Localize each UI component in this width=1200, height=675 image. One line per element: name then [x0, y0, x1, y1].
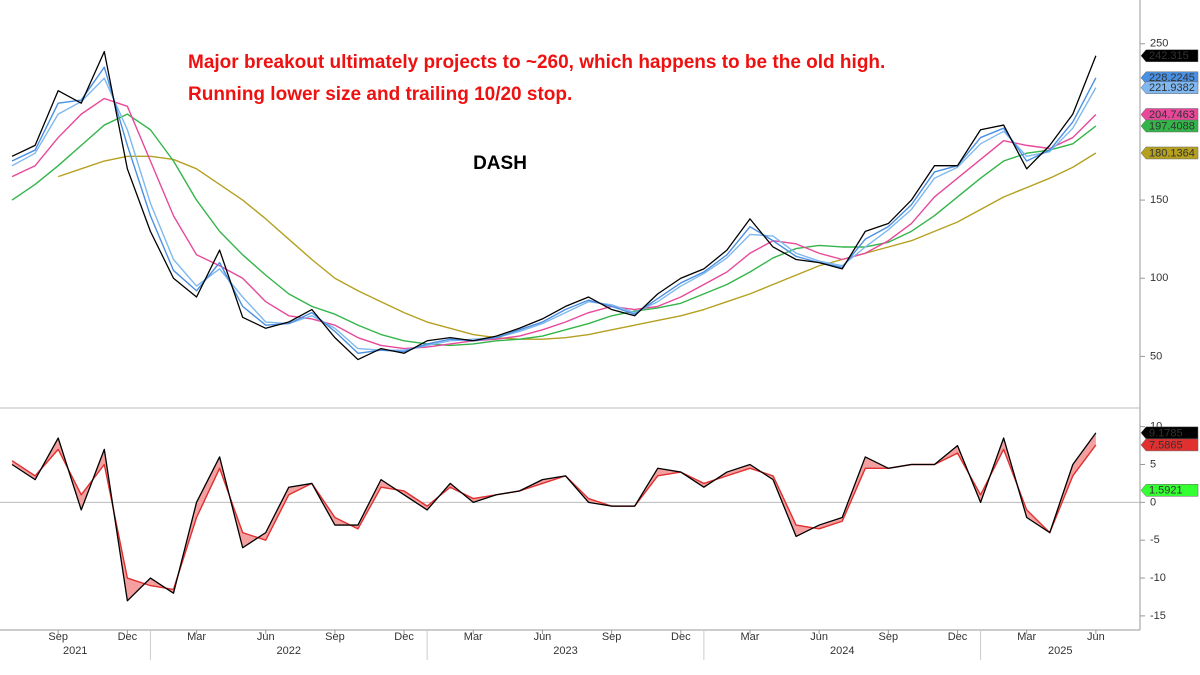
y-tick-label: 5 — [1150, 458, 1156, 470]
y-tick-label: 50 — [1150, 350, 1162, 362]
y-tick-label: 150 — [1150, 194, 1168, 206]
value-flag-label: 1.5921 — [1149, 485, 1183, 497]
x-tick-label: Sep — [48, 631, 68, 643]
x-tick-label: Mar — [464, 631, 483, 643]
y-tick-label: 250 — [1150, 38, 1168, 50]
value-flag — [1140, 49, 1199, 63]
plot-area — [0, 50, 1140, 602]
x-tick-label: Dec — [948, 631, 968, 643]
series-line — [11, 97, 1097, 350]
y-tick-label: 0 — [1150, 496, 1156, 508]
annotation: Running lower size and trailing 10/20 st… — [188, 84, 572, 105]
year-label: 2025 — [1048, 645, 1072, 657]
series-line — [57, 152, 1097, 340]
chart-title: DASH — [473, 153, 527, 174]
year-label: 2021 — [63, 645, 87, 657]
x-tick-label: Jun — [810, 631, 828, 643]
value-flag — [1140, 426, 1199, 440]
x-tick-label: Jun — [257, 631, 275, 643]
x-tick-label: Mar — [741, 631, 760, 643]
x-tick-label: Dec — [118, 631, 138, 643]
y-tick-label: 100 — [1150, 272, 1168, 284]
series-line — [11, 50, 1097, 361]
y-tick-label: -10 — [1150, 572, 1166, 584]
value-flag-label: 7.5865 — [1149, 439, 1183, 451]
value-flag-label: 242.315 — [1149, 50, 1189, 62]
spread-fill — [12, 432, 1096, 601]
series-line — [11, 77, 1097, 351]
value-flag — [1140, 119, 1199, 133]
x-tick-label: Mar — [1017, 631, 1036, 643]
x-tick-label: Dec — [394, 631, 414, 643]
x-tick-label: Jun — [1087, 631, 1105, 643]
value-flag — [1140, 108, 1199, 121]
annotation: Major breakout ultimately projects to ~2… — [188, 52, 885, 73]
x-tick-label: Sep — [325, 631, 345, 643]
y-tick-label: -5 — [1150, 534, 1160, 546]
x-tick-label: Jun — [534, 631, 552, 643]
value-flag — [1140, 81, 1199, 94]
x-tick-label: Dec — [671, 631, 691, 643]
series-line — [11, 113, 1097, 347]
year-label: 2022 — [277, 645, 301, 657]
y-tick-label: -15 — [1150, 610, 1166, 622]
value-flag-label: 228.2245 — [1149, 72, 1195, 84]
series-line — [11, 444, 1097, 591]
value-flag-label: 221.9382 — [1149, 82, 1195, 94]
series-line — [11, 66, 1097, 354]
value-flag-label: 197.4088 — [1149, 120, 1195, 132]
value-flag — [1140, 146, 1199, 160]
value-flag — [1140, 438, 1199, 452]
series-line — [11, 432, 1097, 602]
x-tick-label: Sep — [879, 631, 899, 643]
year-label: 2023 — [553, 645, 577, 657]
x-tick-label: Mar — [187, 631, 206, 643]
year-label: 2024 — [830, 645, 854, 657]
value-flag-label: 180.1364 — [1149, 147, 1195, 159]
value-flag — [1140, 484, 1199, 497]
value-flag-label: 204.7463 — [1149, 109, 1195, 121]
x-tick-label: Sep — [602, 631, 622, 643]
value-flag-label: 9.1785 — [1149, 427, 1183, 439]
